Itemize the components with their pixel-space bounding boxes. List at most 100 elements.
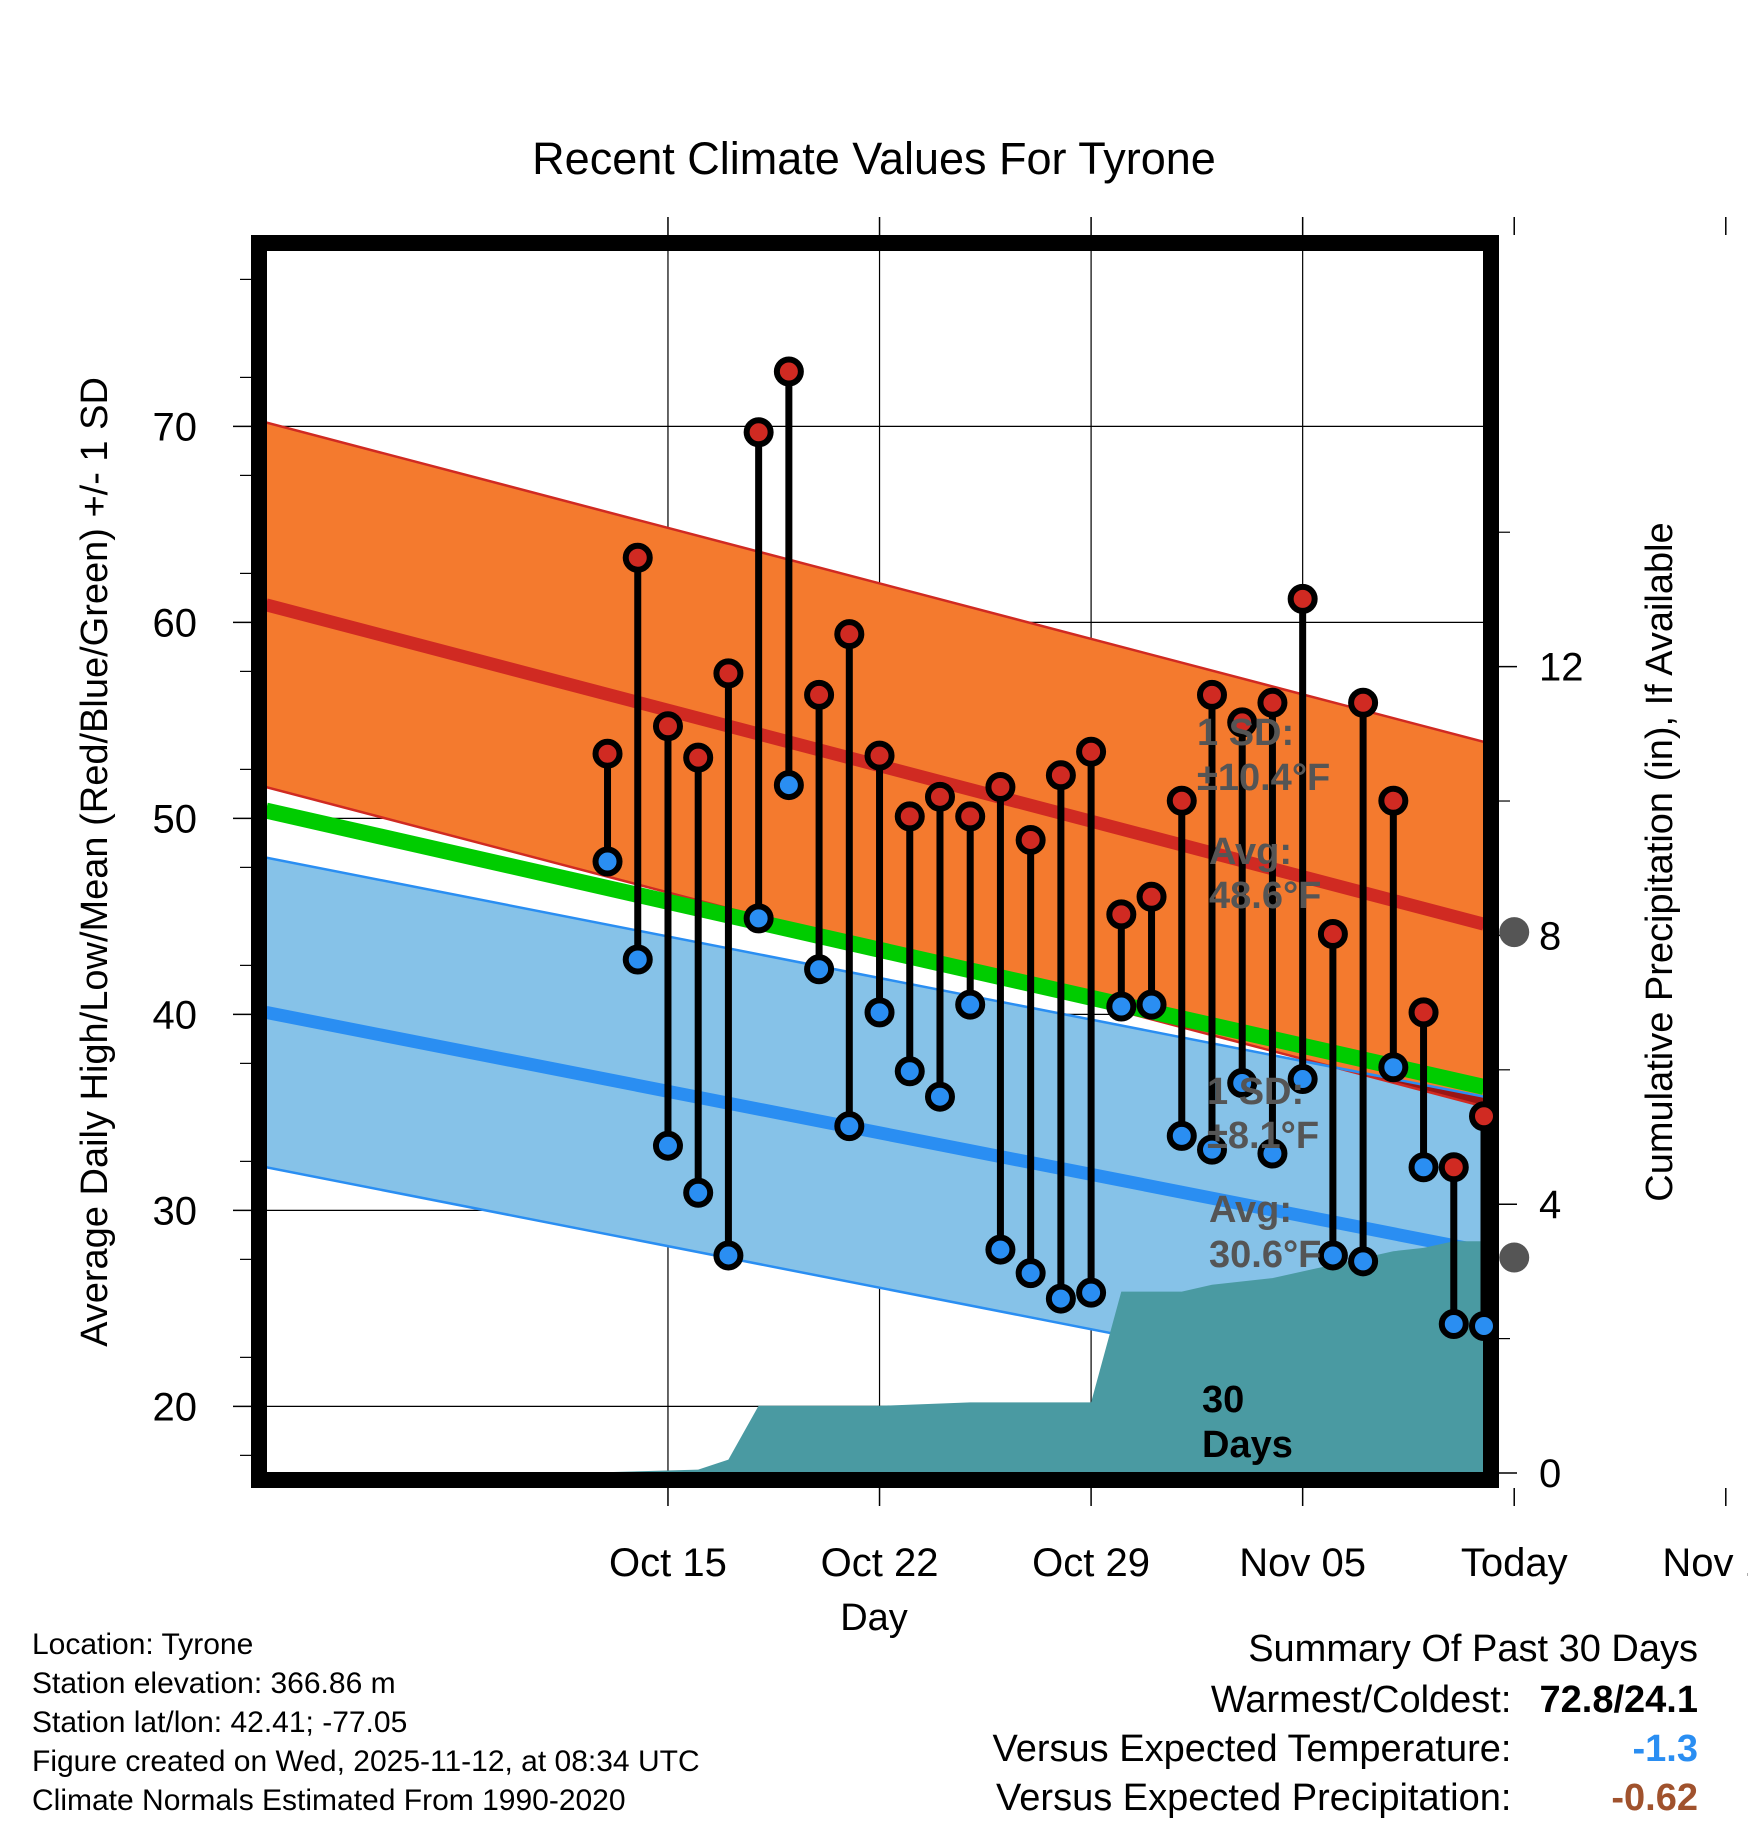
low-point: [1317, 1240, 1348, 1271]
plot-frame: [251, 235, 1499, 1488]
latlon-text: Station lat/lon: 42.41; -77.05: [32, 1706, 408, 1739]
low-point: [1136, 989, 1167, 1020]
summary-title: Summary Of Past 30 Days: [1248, 1628, 1698, 1670]
high-point: [1287, 583, 1318, 614]
high-point: [683, 742, 714, 773]
low-point: [1469, 1311, 1499, 1342]
high-point: [1136, 881, 1167, 912]
temp-label: Versus Expected Temperature:: [992, 1728, 1512, 1770]
y2-tick-label: 4: [1539, 1183, 1561, 1227]
precip-value: -0.62: [1611, 1777, 1698, 1819]
low-point: [924, 1081, 955, 1112]
high-point: [592, 738, 623, 769]
x-tick-label: Oct 29: [1032, 1541, 1150, 1585]
high-point: [985, 772, 1016, 803]
period-label-line2: Days: [1202, 1424, 1293, 1466]
low-point: [1015, 1258, 1046, 1289]
low-point: [1076, 1277, 1107, 1308]
normal-low-line: [266, 1006, 1484, 1258]
precipitation-area: [577, 1241, 1484, 1473]
high-avg-label-line1: Avg:: [1209, 831, 1292, 873]
daily-observations: [592, 356, 1530, 1342]
high-point: [924, 781, 955, 812]
low-point: [894, 1056, 925, 1087]
y2-tick-label: 12: [1539, 646, 1584, 690]
summary-temp: Versus Expected Temperature: -1.3: [993, 1728, 1698, 1771]
elevation-text: Station elevation: 366.86 m: [32, 1667, 396, 1700]
low-point: [683, 1177, 714, 1208]
high-point: [1227, 707, 1258, 738]
low-point: [1196, 1134, 1227, 1165]
low-point: [713, 1240, 744, 1271]
low-point: [1348, 1246, 1379, 1277]
y-tick-label: 50: [153, 797, 198, 841]
axes: 20 30 40 50 60 70 0 4 8 12 Oct 15 Oct 22 Oct 29 Nov 0…: [153, 217, 1748, 1585]
warmest-label: Warmest/Coldest:: [1210, 1679, 1512, 1721]
high-point: [1015, 824, 1046, 855]
high-point: [1469, 1101, 1499, 1132]
low-point: [1166, 1120, 1197, 1151]
today-low-normal-marker: [1499, 1242, 1530, 1273]
low-point: [1227, 1067, 1258, 1098]
x-tick-label: Oct 22: [821, 1541, 939, 1585]
high-point: [1378, 785, 1409, 816]
low-avg-label-line1: Avg:: [1209, 1189, 1292, 1231]
high-avg-label-line2: 48.6°F: [1209, 875, 1321, 917]
high-point: [1438, 1152, 1469, 1183]
y-tick-label: 20: [153, 1385, 198, 1429]
low-point: [955, 989, 986, 1020]
warmest-value: 72.8/24.1: [1539, 1679, 1698, 1721]
low-point: [1106, 991, 1137, 1022]
high-sd-label-line2: ±10.4°F: [1197, 757, 1330, 799]
high-point: [894, 801, 925, 832]
y-tick-label: 70: [153, 405, 198, 449]
high-point: [864, 740, 895, 771]
low-point: [1438, 1309, 1469, 1340]
low-sd-label-line2: ±8.1°F: [1207, 1115, 1319, 1157]
high-point: [652, 711, 683, 742]
high-point: [1257, 687, 1288, 718]
y-tick-label: 60: [153, 601, 198, 645]
high-upper-edge: [266, 421, 1484, 744]
high-point: [713, 658, 744, 689]
high-point: [1106, 899, 1137, 930]
summary-warmest: Warmest/Coldest: 72.8/24.1: [1211, 1679, 1698, 1722]
high-point: [1196, 679, 1227, 710]
low-point: [985, 1234, 1016, 1265]
plot-area: [266, 250, 1484, 1473]
low-point: [1287, 1064, 1318, 1095]
low-point: [592, 846, 623, 877]
location-text: Location: Tyrone: [32, 1628, 254, 1661]
chart-title: Recent Climate Values For Tyrone: [532, 133, 1216, 184]
low-point: [1408, 1152, 1439, 1183]
high-point: [773, 356, 804, 387]
high-point: [1408, 997, 1439, 1028]
high-sd-label-line1: 1 SD:: [1197, 712, 1294, 754]
high-point: [1045, 760, 1076, 791]
y-tick-label: 30: [153, 1189, 198, 1233]
low-point: [773, 770, 804, 801]
low-point: [804, 954, 835, 985]
high-point: [834, 619, 865, 650]
temp-value: -1.3: [1632, 1728, 1698, 1770]
x-tick-label: Today: [1461, 1541, 1568, 1585]
normal-mean-line: [266, 802, 1484, 1095]
y2-tick-label: 0: [1539, 1452, 1561, 1496]
low-point: [652, 1130, 683, 1161]
high-point: [955, 801, 986, 832]
period-label-line1: 30: [1202, 1379, 1244, 1421]
low-point: [1045, 1283, 1076, 1314]
normals-text: Climate Normals Estimated From 1990-2020: [32, 1784, 626, 1817]
today-high-normal-marker: [1499, 917, 1530, 948]
low-sd-label-line1: 1 SD:: [1207, 1071, 1304, 1113]
created-text: Figure created on Wed, 2025-11-12, at 08…: [32, 1745, 700, 1778]
high-point: [804, 679, 835, 710]
low-point: [834, 1111, 865, 1142]
high-point: [622, 542, 653, 573]
summary-precip: Versus Expected Precipitation: -0.62: [996, 1777, 1698, 1820]
low-avg-label-line2: 30.6°F: [1209, 1234, 1321, 1276]
low-point: [1378, 1052, 1409, 1083]
precip-label: Versus Expected Precipitation:: [996, 1777, 1512, 1819]
